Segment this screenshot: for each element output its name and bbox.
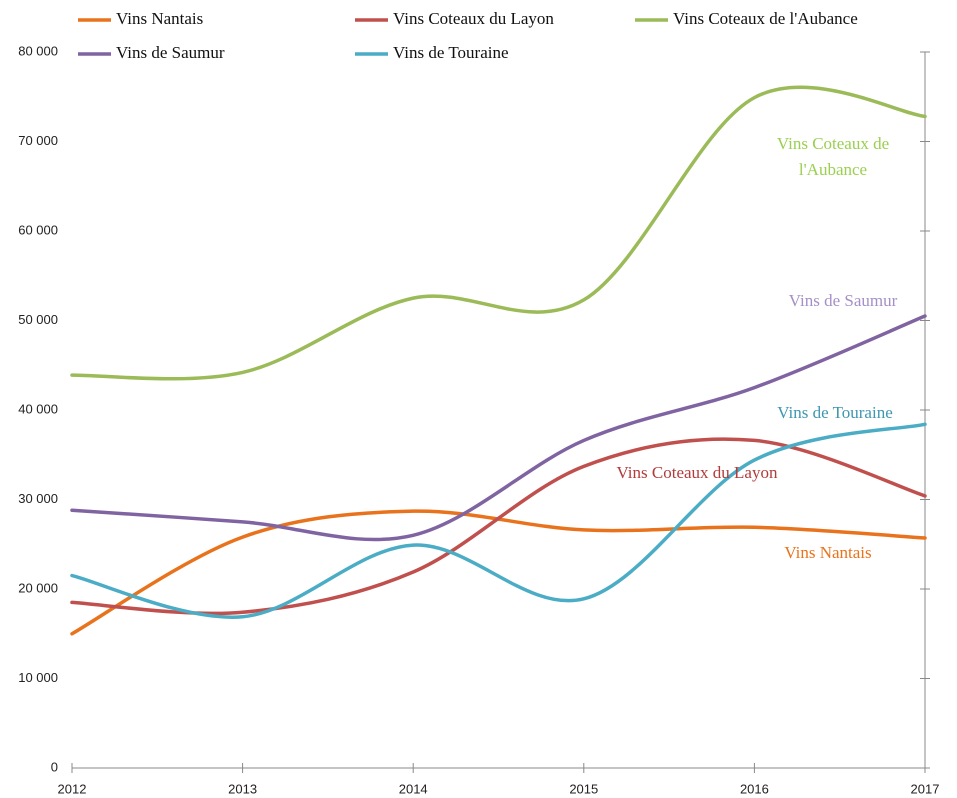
y-tick-label: 30 000 [18, 491, 58, 506]
legend-label: Vins Coteaux de l'Aubance [673, 9, 858, 28]
y-tick-label: 40 000 [18, 401, 58, 416]
legend-label: Vins Coteaux du Layon [393, 9, 554, 28]
annotation: Vins Nantais [784, 543, 871, 562]
y-tick-label: 20 000 [18, 580, 58, 595]
y-tick-label: 80 000 [18, 43, 58, 58]
legend-label: Vins Nantais [116, 9, 203, 28]
y-tick-label: 50 000 [18, 312, 58, 327]
legend-label: Vins de Saumur [116, 43, 225, 62]
annotation: Vins Coteaux du Layon [617, 463, 778, 482]
x-tick-label: 2013 [228, 781, 257, 796]
y-tick-label: 0 [51, 759, 58, 774]
annotation: l'Aubance [799, 160, 867, 179]
x-tick-label: 2017 [911, 781, 940, 796]
series-line [70, 437, 927, 616]
x-tick-label: 2012 [58, 781, 87, 796]
legend-label: Vins de Touraine [393, 43, 509, 62]
y-tick-label: 70 000 [18, 133, 58, 148]
annotation: Vins de Saumur [789, 291, 898, 310]
x-tick-label: 2016 [740, 781, 769, 796]
x-tick-label: 2015 [569, 781, 598, 796]
annotation: Vins de Touraine [777, 403, 893, 422]
series-line [70, 314, 927, 542]
series-line [70, 422, 927, 619]
annotation: Vins Coteaux de [777, 134, 889, 153]
series-line [70, 85, 927, 381]
y-tick-label: 10 000 [18, 670, 58, 685]
series-line [70, 509, 927, 636]
y-tick-label: 60 000 [18, 222, 58, 237]
x-tick-label: 2014 [399, 781, 428, 796]
